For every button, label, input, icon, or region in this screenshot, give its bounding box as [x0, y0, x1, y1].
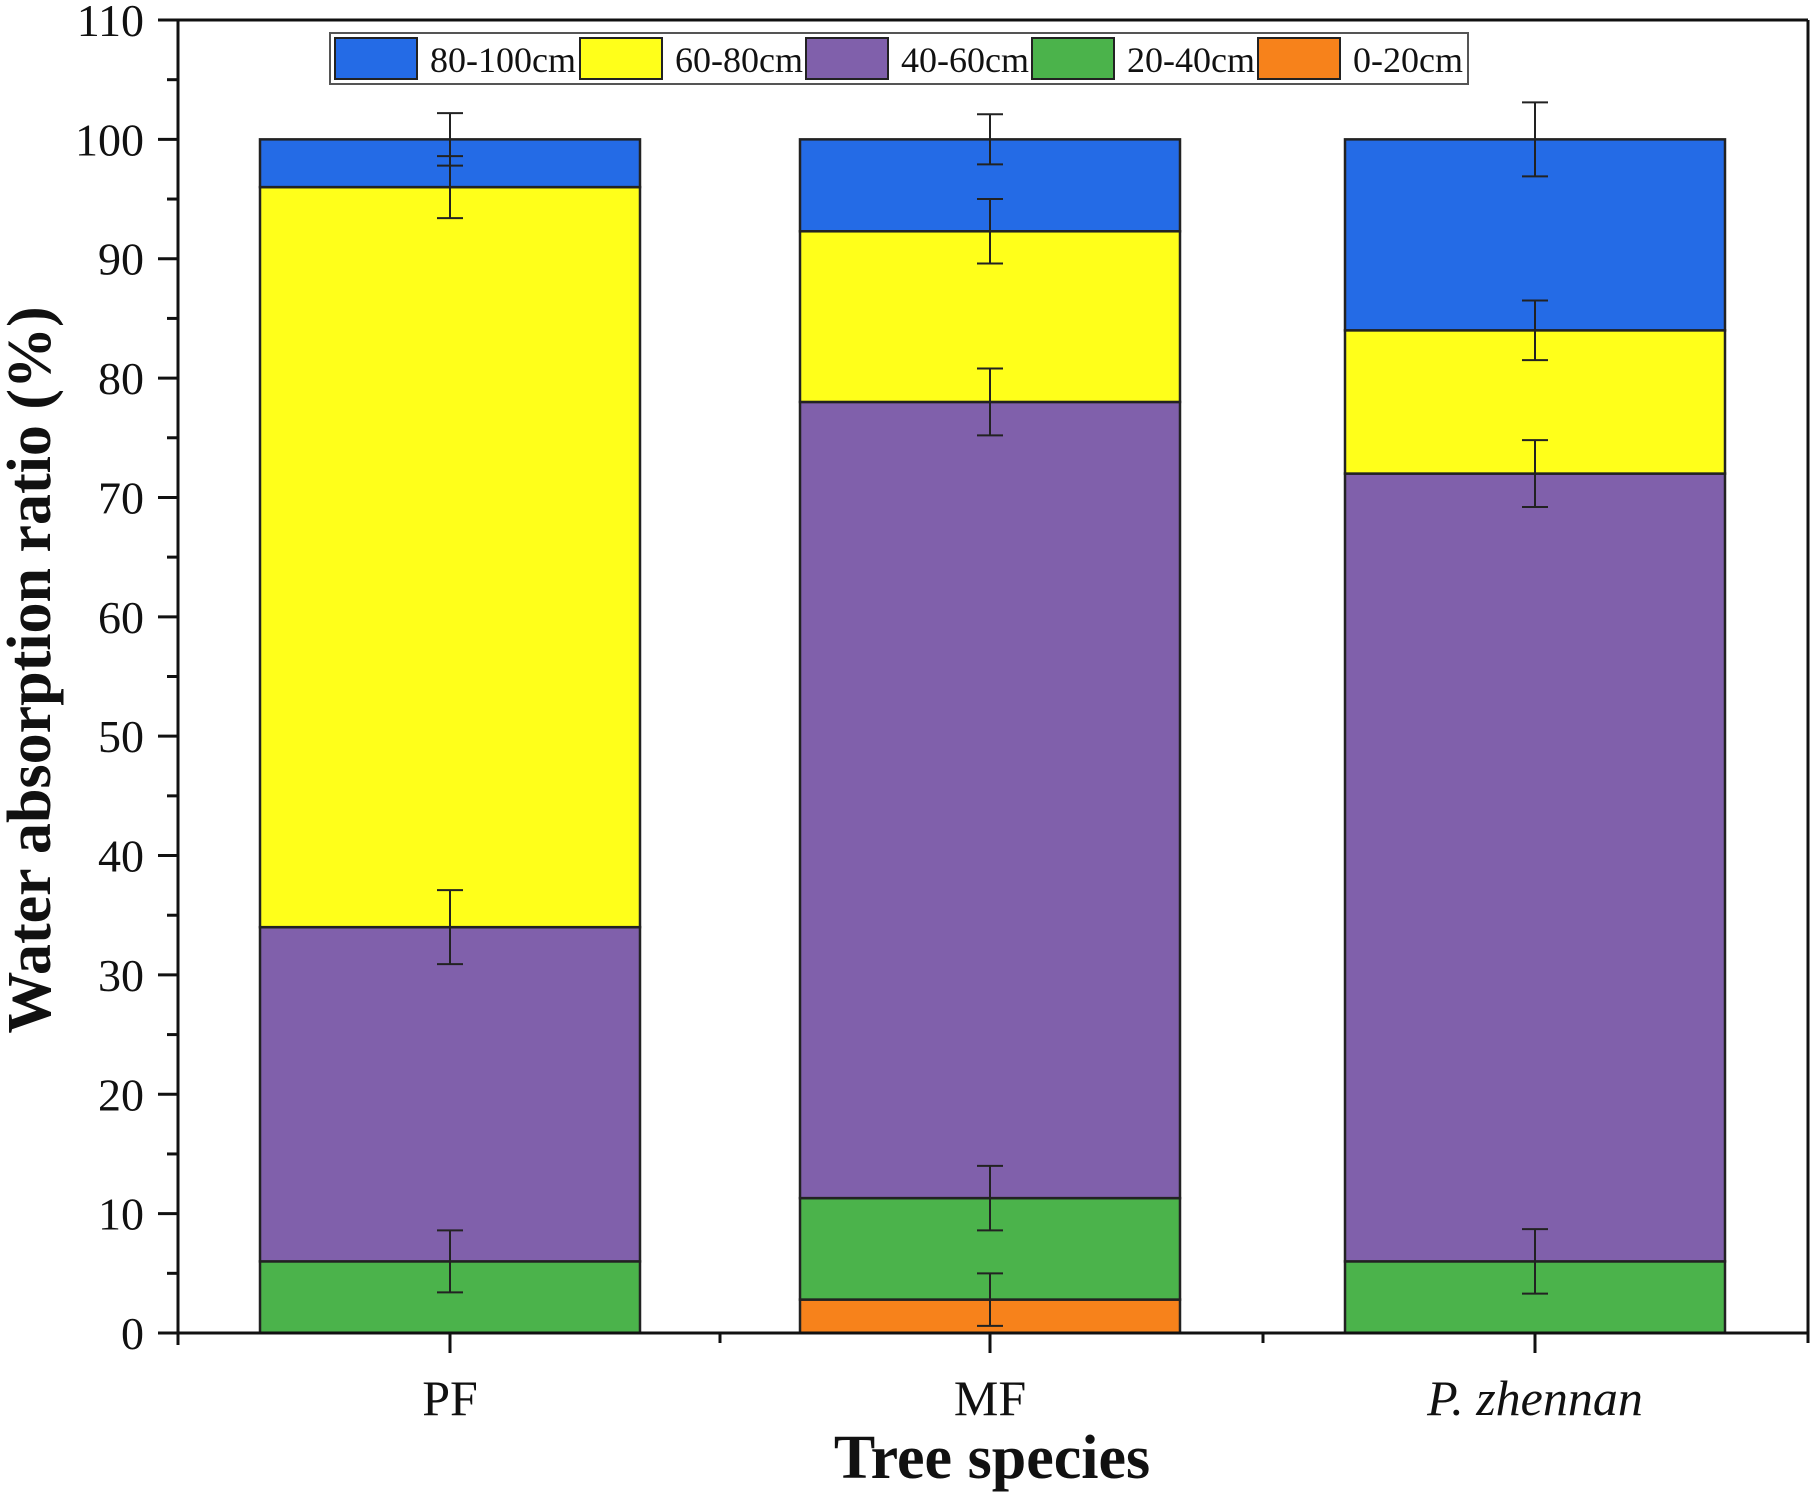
bar-segment-60-80cm-1 [258, 185, 642, 929]
legend-label: 40-60cm [901, 40, 1029, 80]
y-tick-label: 10 [98, 1189, 144, 1240]
y-tick-label: 110 [77, 0, 144, 46]
axes-layer: 0 10 20 30 40 50 60 70 80 90 100 110 PF MF P. zhennan [75, 0, 1810, 1426]
x-tick-label: P. zhennan [1426, 1370, 1643, 1426]
error-bar-40-60cm-3 [1522, 439, 1548, 509]
legend-swatch [805, 37, 889, 80]
x-axis-title: Tree species [834, 1424, 1150, 1492]
legend-label: 20-40cm [1127, 40, 1255, 80]
legend-label: 0-20cm [1353, 40, 1463, 80]
y-tick-label: 70 [98, 472, 144, 523]
error-bar-20-40cm-1 [437, 1229, 463, 1294]
error-bar-80-100cm-1 [437, 112, 463, 167]
x-tick-label: MF [954, 1370, 1026, 1426]
error-bar-80-100cm-3 [1522, 101, 1548, 178]
error-bar-20-40cm-3 [1522, 1228, 1548, 1295]
errorbars-layer [437, 101, 1548, 1327]
legend: 80-100cm 60-80cm 40-60cm 20-40cm 0-20cm [329, 32, 1469, 85]
y-tick-label: 60 [98, 592, 144, 643]
error-bar-60-80cm-2 [977, 198, 1003, 265]
error-bar-0-20cm-2 [977, 1272, 1003, 1327]
legend-swatch [1257, 37, 1341, 80]
legend-label: 80-100cm [430, 40, 576, 80]
bar-segment-40-60cm-3 [1343, 472, 1727, 1263]
legend-swatch [1031, 37, 1115, 80]
legend-swatch [334, 37, 418, 80]
x-tick-label: PF [422, 1370, 478, 1426]
y-tick-label: 50 [98, 711, 144, 762]
error-bar-40-60cm-2 [977, 367, 1003, 437]
bar-segment-40-60cm-2 [798, 400, 1182, 1200]
bars-layer [258, 138, 1727, 1335]
error-bar-20-40cm-2 [977, 1164, 1003, 1232]
y-tick-label: 40 [98, 831, 144, 882]
y-tick-label: 80 [98, 353, 144, 404]
legend-swatch [579, 37, 663, 80]
error-bar-60-80cm-3 [1522, 299, 1548, 362]
y-tick-label: 100 [75, 114, 144, 165]
y-tick-label: 90 [98, 234, 144, 285]
y-tick-label: 0 [121, 1308, 144, 1359]
y-axis-title: Water absorption ratio (%) [0, 306, 64, 1033]
legend-label: 60-80cm [675, 40, 803, 80]
y-tick-label: 20 [98, 1069, 144, 1120]
bar-segment-40-60cm-1 [258, 925, 642, 1263]
error-bar-80-100cm-2 [977, 113, 1003, 166]
error-bar-40-60cm-1 [437, 889, 463, 966]
y-tick-label: 30 [98, 950, 144, 1001]
